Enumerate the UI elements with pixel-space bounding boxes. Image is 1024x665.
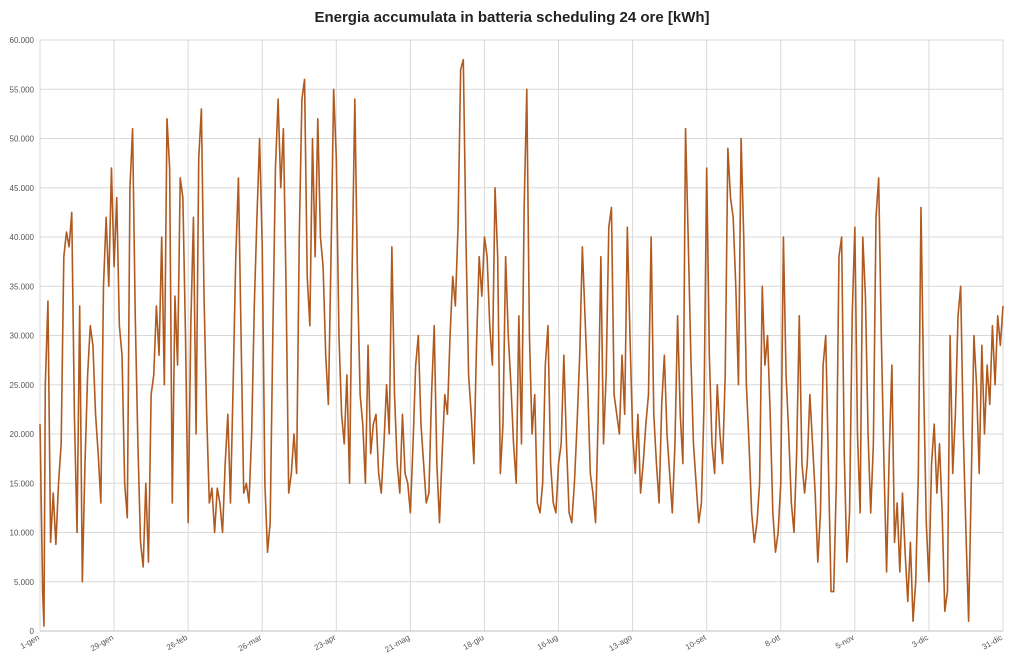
x-tick-label: 5-nov bbox=[834, 633, 856, 651]
y-tick-label: 55.000 bbox=[10, 85, 35, 94]
x-tick-label: 8-ott bbox=[763, 633, 782, 649]
x-tick-label: 10-set bbox=[684, 633, 708, 652]
x-tick-label: 21-mag bbox=[383, 633, 411, 654]
x-tick-label: 13-ago bbox=[608, 633, 635, 654]
y-tick-label: 20.000 bbox=[10, 430, 35, 439]
x-tick-label: 26-feb bbox=[165, 633, 190, 652]
x-tick-label: 31-dic bbox=[981, 633, 1004, 652]
x-tick-label: 23-apr bbox=[313, 633, 338, 653]
x-tick-label: 3-dic bbox=[910, 633, 930, 649]
x-tick-label: 29-gen bbox=[89, 633, 115, 653]
series-layer bbox=[39, 58, 1004, 627]
y-tick-label: 50.000 bbox=[10, 135, 35, 144]
y-tick-label: 25.000 bbox=[10, 381, 35, 390]
y-tick-label: 40.000 bbox=[10, 233, 35, 242]
y-tick-label: 5.000 bbox=[14, 578, 35, 587]
y-tick-label: 15.000 bbox=[10, 479, 35, 488]
y-tick-label: 10.000 bbox=[10, 529, 35, 538]
y-tick-label: 30.000 bbox=[10, 332, 35, 341]
x-tick-label: 18-giu bbox=[462, 633, 486, 652]
y-tick-label: 35.000 bbox=[10, 282, 35, 291]
x-tick-label: 1-gen bbox=[19, 633, 41, 651]
y-tick-label: 45.000 bbox=[10, 184, 35, 193]
series-line bbox=[39, 58, 1004, 627]
x-tick-label: 26-mar bbox=[237, 633, 264, 654]
x-tick-label: 16-lug bbox=[536, 633, 560, 652]
y-tick-label: 0 bbox=[30, 627, 35, 636]
chart-title: Energia accumulata in batteria schedulin… bbox=[314, 9, 710, 26]
y-tick-label: 60.000 bbox=[10, 36, 35, 45]
grid-layer bbox=[39, 39, 1004, 632]
